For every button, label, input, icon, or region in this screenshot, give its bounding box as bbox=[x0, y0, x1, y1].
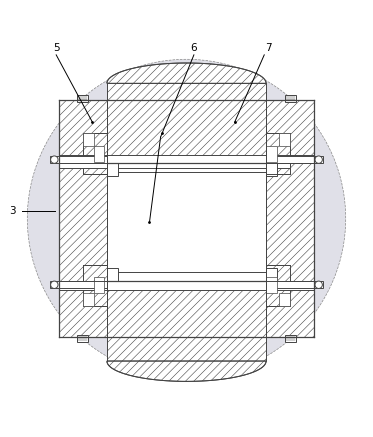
Bar bbox=[50, 156, 107, 163]
Bar bbox=[266, 156, 323, 163]
Text: 6: 6 bbox=[191, 43, 197, 53]
Bar bbox=[77, 95, 88, 102]
Polygon shape bbox=[107, 63, 266, 83]
Bar bbox=[266, 100, 314, 337]
Bar bbox=[266, 265, 290, 305]
Bar bbox=[50, 281, 107, 288]
Bar bbox=[59, 158, 290, 168]
Bar bbox=[107, 83, 266, 163]
Bar bbox=[266, 281, 323, 288]
Bar bbox=[266, 146, 277, 162]
Bar bbox=[59, 155, 314, 163]
Circle shape bbox=[315, 281, 322, 288]
Bar bbox=[107, 163, 266, 281]
Circle shape bbox=[51, 281, 58, 288]
Text: 7: 7 bbox=[264, 43, 271, 53]
Circle shape bbox=[315, 156, 322, 163]
Circle shape bbox=[27, 59, 346, 378]
Text: 5: 5 bbox=[53, 43, 60, 53]
Bar bbox=[266, 268, 277, 281]
Circle shape bbox=[51, 156, 58, 163]
Bar bbox=[107, 268, 118, 281]
Bar bbox=[266, 163, 277, 176]
Bar bbox=[279, 293, 290, 305]
Bar bbox=[83, 133, 94, 146]
Bar bbox=[285, 335, 296, 342]
Bar bbox=[77, 335, 88, 342]
Bar bbox=[83, 293, 94, 305]
Bar bbox=[59, 100, 107, 337]
Bar bbox=[94, 277, 104, 293]
Bar bbox=[107, 281, 266, 361]
Polygon shape bbox=[107, 361, 266, 382]
Bar bbox=[107, 163, 118, 176]
Bar bbox=[266, 133, 290, 174]
Bar bbox=[266, 277, 277, 293]
Bar bbox=[59, 281, 314, 290]
Bar bbox=[279, 133, 290, 146]
Text: 3: 3 bbox=[9, 206, 16, 216]
Bar bbox=[83, 265, 107, 305]
Bar bbox=[83, 133, 107, 174]
Bar bbox=[94, 146, 104, 162]
Bar bbox=[285, 95, 296, 102]
